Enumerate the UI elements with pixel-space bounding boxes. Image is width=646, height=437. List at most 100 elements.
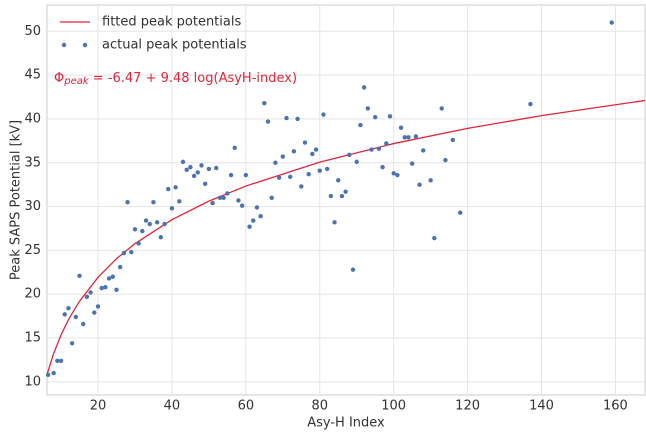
point [221,195,226,201]
point [81,321,86,327]
point [365,106,371,111]
annotation-subscript: peak [63,76,90,87]
point [402,135,407,140]
point [254,205,260,210]
point [369,147,374,152]
legend-label: actual peak potentials [102,38,247,53]
point [417,182,422,187]
point [188,164,193,170]
point [317,168,322,173]
point [225,191,230,196]
x-axis-label: Asy-H Index [307,416,385,431]
x-tick-label: 80 [311,399,328,414]
point [432,235,437,241]
point [151,199,156,205]
point [129,249,134,255]
x-tick-label: 140 [529,399,554,414]
point [384,141,389,146]
point [273,160,278,165]
point [114,287,119,293]
point [276,175,282,180]
point [92,310,97,315]
point [258,214,263,219]
point [84,294,90,300]
point [210,200,215,206]
point [217,195,223,201]
point [269,195,274,201]
point [214,165,219,171]
point [413,134,419,139]
point [343,189,348,194]
point [69,341,75,346]
annotation: Φpeak = -6.47 + 9.48 log(AsyH-index) [54,71,297,88]
point [458,210,463,215]
point [380,164,385,170]
point [321,112,326,117]
y-tick-label: 45 [24,68,41,83]
x-tick-label: 160 [603,399,628,414]
point [236,198,241,203]
point [66,306,71,311]
legend-label: fitted peak potentials [102,15,241,30]
point [173,185,178,190]
point [73,314,79,320]
point [154,220,160,225]
legend-marker [61,42,67,48]
point [387,114,393,119]
point [143,218,149,223]
point [88,290,93,295]
fit-line [46,99,646,375]
point [180,159,186,165]
point [55,358,60,364]
point [62,312,67,317]
point [99,285,104,291]
point [191,173,197,179]
point [347,152,352,158]
point [95,304,101,309]
point [166,186,171,192]
point [51,370,56,376]
x-tick-label: 120 [455,399,480,414]
x-tick-label: 20 [90,399,107,414]
point [350,267,356,272]
point [199,163,204,168]
y-tick-label: 35 [24,155,41,170]
point [177,199,182,204]
y-tick-label: 25 [24,243,41,258]
legend-marker [82,42,88,48]
point [169,206,175,211]
annotation-text: = -6.47 + 9.48 log(AsyH-index) [89,71,297,86]
point [609,20,614,25]
point [202,181,208,186]
point [439,106,444,111]
point [247,224,252,229]
point [280,154,285,159]
point [295,116,300,122]
y-tick-label: 10 [24,374,41,389]
point [228,172,234,178]
point [391,171,396,176]
point [324,166,330,172]
point [376,146,382,151]
plot-area [46,4,646,396]
point [103,285,108,290]
point [158,235,164,240]
point [406,135,411,140]
point [147,221,152,227]
point [125,199,130,205]
y-tick-label: 20 [24,287,41,302]
point [306,171,311,177]
x-tick-label: 100 [381,399,406,414]
point [58,358,64,364]
point [206,166,212,172]
point [409,161,415,166]
point [117,264,123,270]
point [239,203,245,208]
point [121,250,127,256]
point [443,157,448,163]
point [313,147,319,152]
point [310,151,315,157]
point [528,101,533,107]
y-tick-label: 30 [24,199,41,214]
point [232,145,237,151]
